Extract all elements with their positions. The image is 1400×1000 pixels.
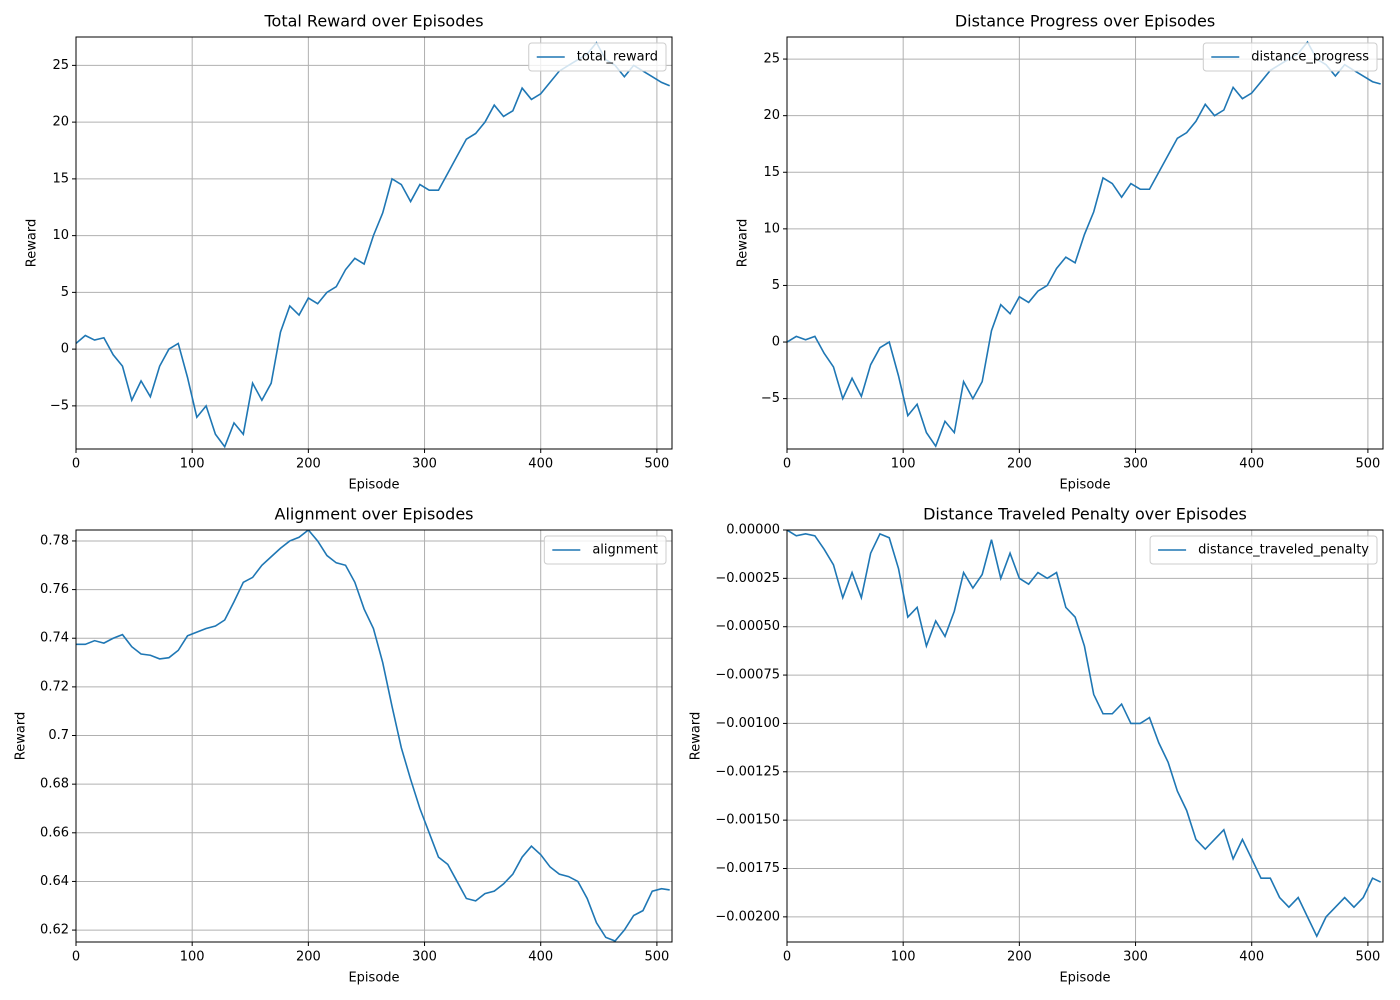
x-tick-label: 500 bbox=[644, 457, 669, 472]
y-tick-label: −5 bbox=[50, 398, 69, 413]
y-tick-label: 0.76 bbox=[40, 582, 69, 597]
x-tick-label: 0 bbox=[783, 457, 791, 472]
x-tick-label: 0 bbox=[72, 457, 80, 472]
y-tick-label: 0.74 bbox=[40, 631, 69, 646]
chart-title: Distance Progress over Episodes bbox=[955, 12, 1215, 31]
x-axis-label: Episode bbox=[1059, 478, 1110, 493]
x-tick-label: 400 bbox=[1239, 950, 1264, 965]
x-tick-label: 200 bbox=[296, 950, 321, 965]
y-tick-label: 0 bbox=[772, 335, 780, 350]
x-tick-label: 400 bbox=[528, 950, 553, 965]
y-tick-label: 0.68 bbox=[40, 777, 69, 792]
chart-title: Alignment over Episodes bbox=[275, 505, 474, 524]
y-tick-label: 0 bbox=[61, 342, 69, 357]
y-tick-label: 0.64 bbox=[40, 874, 69, 889]
y-tick-label: −0.00050 bbox=[715, 619, 780, 634]
legend-label: distance_traveled_penalty bbox=[1198, 543, 1369, 558]
x-axis-label: Episode bbox=[348, 478, 399, 493]
y-tick-label: 10 bbox=[763, 221, 780, 236]
x-tick-label: 500 bbox=[1355, 457, 1380, 472]
y-tick-label: 20 bbox=[763, 108, 780, 123]
x-tick-label: 400 bbox=[528, 457, 553, 472]
y-tick-label: 0.00000 bbox=[726, 523, 780, 538]
axes-frame bbox=[75, 36, 673, 450]
y-tick-label: 20 bbox=[52, 115, 69, 130]
y-tick-label: 5 bbox=[61, 285, 69, 300]
x-tick-label: 200 bbox=[296, 457, 321, 472]
y-axis-label: Reward bbox=[25, 219, 40, 267]
legend: total_reward bbox=[528, 42, 667, 72]
y-tick-label: 5 bbox=[772, 278, 780, 293]
data-line bbox=[787, 40, 1381, 448]
y-tick-label: −0.00100 bbox=[715, 716, 780, 731]
x-tick-label: 300 bbox=[1123, 950, 1148, 965]
y-axis-label: Reward bbox=[689, 712, 704, 760]
legend: distance_traveled_penalty bbox=[1149, 535, 1378, 565]
x-tick-label: 200 bbox=[1007, 457, 1032, 472]
legend-box bbox=[528, 42, 667, 72]
x-tick-label: 300 bbox=[412, 950, 437, 965]
y-tick-label: 15 bbox=[763, 165, 780, 180]
chart-title: Total Reward over Episodes bbox=[263, 12, 483, 31]
legend-box bbox=[1202, 42, 1378, 72]
x-axis-label: Episode bbox=[348, 971, 399, 986]
x-tick-label: 0 bbox=[72, 950, 80, 965]
y-tick-label: 10 bbox=[52, 228, 69, 243]
y-tick-label: 0.62 bbox=[40, 923, 69, 938]
x-tick-label: 500 bbox=[1355, 950, 1380, 965]
legend-box bbox=[543, 535, 667, 565]
x-tick-label: 100 bbox=[180, 457, 205, 472]
y-tick-label: 0.7 bbox=[48, 728, 69, 743]
y-tick-label: 0.66 bbox=[40, 825, 69, 840]
x-tick-label: 500 bbox=[644, 950, 669, 965]
y-tick-label: 0.78 bbox=[40, 533, 69, 548]
x-tick-label: 300 bbox=[1123, 457, 1148, 472]
legend-label: total_reward bbox=[577, 50, 658, 65]
y-tick-label: 0.72 bbox=[40, 679, 69, 694]
x-tick-label: 100 bbox=[180, 950, 205, 965]
x-axis-label: Episode bbox=[1059, 971, 1110, 986]
data-line bbox=[787, 530, 1382, 939]
legend-box bbox=[1149, 535, 1378, 565]
chart-title: Distance Traveled Penalty over Episodes bbox=[923, 505, 1247, 524]
y-tick-label: 25 bbox=[52, 58, 69, 73]
axes-frame bbox=[786, 529, 1384, 943]
data-line bbox=[76, 530, 670, 942]
axes-frame bbox=[786, 36, 1384, 450]
x-tick-label: 200 bbox=[1007, 950, 1032, 965]
y-tick-label: 15 bbox=[52, 171, 69, 186]
y-tick-label: −0.00150 bbox=[715, 813, 780, 828]
legend: alignment bbox=[543, 535, 667, 565]
axes-frame bbox=[75, 529, 673, 943]
y-tick-label: −0.00075 bbox=[715, 668, 780, 683]
data-line bbox=[76, 41, 670, 449]
y-tick-label: −0.00125 bbox=[715, 764, 780, 779]
x-tick-label: 300 bbox=[412, 457, 437, 472]
y-axis-label: Reward bbox=[14, 712, 29, 760]
y-tick-label: −0.00025 bbox=[715, 571, 780, 586]
legend: distance_progress bbox=[1202, 42, 1378, 72]
y-tick-label: −0.00175 bbox=[715, 861, 780, 876]
y-tick-label: 25 bbox=[763, 52, 780, 67]
legend-label: distance_progress bbox=[1251, 50, 1369, 65]
x-tick-label: 100 bbox=[891, 950, 916, 965]
x-tick-label: 0 bbox=[783, 950, 791, 965]
x-tick-label: 100 bbox=[891, 457, 916, 472]
legend-label: alignment bbox=[592, 543, 658, 558]
y-axis-label: Reward bbox=[736, 219, 751, 267]
y-tick-label: −5 bbox=[761, 391, 780, 406]
y-tick-label: −0.00200 bbox=[715, 909, 780, 924]
x-tick-label: 400 bbox=[1239, 457, 1264, 472]
